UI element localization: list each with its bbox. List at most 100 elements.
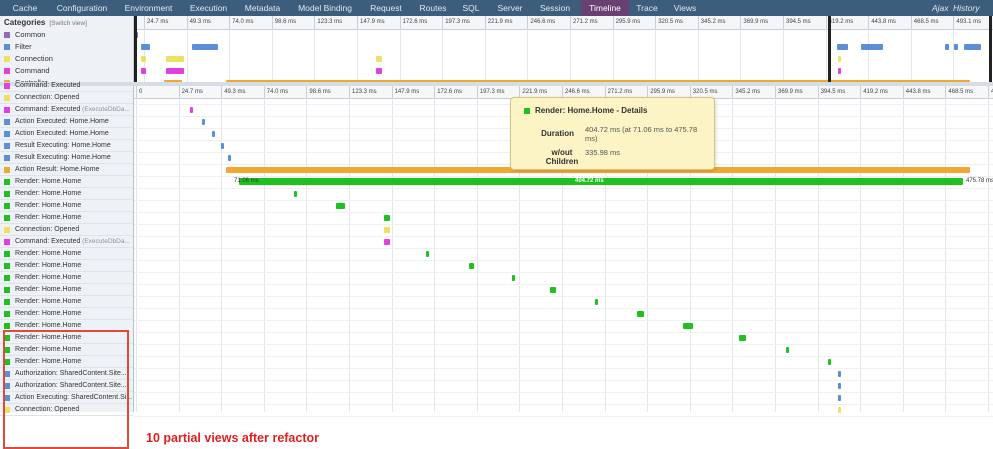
- range-handle[interactable]: [134, 16, 137, 82]
- event-bar[interactable]: [202, 119, 205, 125]
- time-tick: 74.0 ms: [229, 16, 254, 29]
- category-common[interactable]: Common: [0, 29, 133, 41]
- event-row-label[interactable]: Render: Home.Home: [0, 188, 133, 200]
- overview-event-bar[interactable]: [192, 44, 218, 50]
- event-bar[interactable]: [384, 227, 390, 233]
- event-color-swatch: [4, 395, 10, 401]
- tab-model-binding[interactable]: Model Binding: [298, 3, 352, 13]
- category-filter[interactable]: Filter: [0, 41, 133, 53]
- event-bar[interactable]: [336, 203, 345, 209]
- event-row-label[interactable]: Action Executed: Home.Home: [0, 116, 133, 128]
- event-bar[interactable]: [469, 263, 474, 269]
- event-bar[interactable]: [226, 167, 970, 173]
- event-bar[interactable]: [838, 383, 841, 389]
- overview-event-bar[interactable]: [838, 68, 841, 74]
- overview-event-bar[interactable]: [166, 68, 184, 74]
- event-bar[interactable]: [595, 299, 598, 305]
- event-bar[interactable]: [739, 335, 746, 341]
- event-row-label[interactable]: Command: Executed (ExecuteDbDa...: [0, 236, 133, 248]
- event-bar[interactable]: [786, 347, 789, 353]
- event-bar[interactable]: [550, 287, 556, 293]
- event-row-label[interactable]: Command: Executed: [0, 80, 133, 92]
- event-row-label[interactable]: Connection: Opened: [0, 224, 133, 236]
- event-bar[interactable]: [838, 395, 841, 401]
- event-name: Action Executing: SharedContent.Si...: [15, 394, 133, 401]
- event-bar[interactable]: [190, 107, 193, 113]
- time-tick: 49.3 ms: [221, 86, 246, 98]
- event-row-label[interactable]: Result Executing: Home.Home: [0, 140, 133, 152]
- tab-routes[interactable]: Routes: [419, 3, 447, 13]
- event-bar[interactable]: [384, 239, 390, 245]
- overview-event-bar[interactable]: [141, 44, 150, 50]
- tab-ajax[interactable]: Ajax: [932, 3, 949, 13]
- range-handle[interactable]: [989, 16, 992, 82]
- event-row-label[interactable]: Authorization: SharedContent.Site...: [0, 368, 133, 380]
- tab-sql[interactable]: SQL: [462, 3, 480, 13]
- event-row-label[interactable]: Command: Executed (ExecuteDbDa...: [0, 104, 133, 116]
- tab-history[interactable]: History: [953, 3, 980, 13]
- tab-timeline[interactable]: Timeline: [581, 0, 629, 16]
- range-handle[interactable]: [828, 16, 831, 82]
- event-row-label[interactable]: Render: Home.Home: [0, 200, 133, 212]
- tab-trace[interactable]: Trace: [636, 3, 658, 13]
- tab-cache[interactable]: Cache: [12, 3, 38, 13]
- overview-event-bar[interactable]: [376, 68, 382, 74]
- event-bar[interactable]: [828, 359, 831, 365]
- event-row-label[interactable]: Action Result: Home.Home: [0, 164, 133, 176]
- event-row-label[interactable]: Render: Home.Home: [0, 296, 133, 308]
- overview-event-bar[interactable]: [837, 44, 848, 50]
- event-row-label[interactable]: Render: Home.Home: [0, 176, 133, 188]
- selected-event-bar[interactable]: 404.72 ms: [239, 178, 963, 185]
- overview-event-bar[interactable]: [945, 44, 949, 50]
- time-tick: 221.9 ms: [519, 86, 547, 98]
- event-row-label[interactable]: Render: Home.Home: [0, 356, 133, 368]
- row-divider: [134, 260, 993, 261]
- category-connection[interactable]: Connection: [0, 53, 133, 65]
- event-bar[interactable]: [838, 407, 841, 413]
- overview-event-bar[interactable]: [141, 68, 146, 74]
- tab-views[interactable]: Views: [673, 3, 697, 13]
- event-bar[interactable]: [228, 155, 231, 161]
- event-bar[interactable]: [384, 215, 390, 221]
- overview-event-bar[interactable]: [376, 56, 382, 62]
- grid-line: [825, 29, 827, 82]
- category-command[interactable]: Command: [0, 65, 133, 77]
- event-bar[interactable]: [294, 191, 297, 197]
- event-row-label[interactable]: Connection: Opened: [0, 92, 133, 104]
- overview-event-bar[interactable]: [166, 56, 184, 62]
- event-row-label[interactable]: Render: Home.Home: [0, 248, 133, 260]
- event-row-label[interactable]: Render: Home.Home: [0, 308, 133, 320]
- tab-session[interactable]: Session: [539, 3, 571, 13]
- tab-execution[interactable]: Execution: [189, 3, 228, 13]
- event-bar[interactable]: [683, 323, 693, 329]
- event-row-label[interactable]: Render: Home.Home: [0, 260, 133, 272]
- tab-metadata[interactable]: Metadata: [244, 3, 281, 13]
- event-bar[interactable]: [212, 131, 215, 137]
- event-bar[interactable]: [221, 143, 224, 149]
- event-row-label[interactable]: Render: Home.Home: [0, 332, 133, 344]
- event-row-label[interactable]: Result Executing: Home.Home: [0, 152, 133, 164]
- event-row-label[interactable]: Action Executed: Home.Home: [0, 128, 133, 140]
- event-row-label[interactable]: Render: Home.Home: [0, 344, 133, 356]
- event-bar[interactable]: [426, 251, 429, 257]
- tab-environment[interactable]: Environment: [124, 3, 173, 13]
- event-row-label[interactable]: Render: Home.Home: [0, 284, 133, 296]
- switch-view-link[interactable]: [Switch view]: [49, 20, 87, 27]
- event-bar[interactable]: [637, 311, 644, 317]
- event-row-label[interactable]: Render: Home.Home: [0, 212, 133, 224]
- tab-configuration[interactable]: Configuration: [56, 3, 108, 13]
- panel-splitter[interactable]: [0, 82, 993, 86]
- event-row-label[interactable]: Render: Home.Home: [0, 272, 133, 284]
- overview-event-bar[interactable]: [838, 56, 841, 62]
- overview-event-bar[interactable]: [861, 44, 883, 50]
- event-bar[interactable]: [838, 371, 841, 377]
- tab-request[interactable]: Request: [370, 3, 402, 13]
- event-bar[interactable]: [512, 275, 515, 281]
- event-row-label[interactable]: Action Executing: SharedContent.Si...: [0, 392, 133, 404]
- overview-event-bar[interactable]: [964, 44, 981, 50]
- overview-event-bar[interactable]: [954, 44, 958, 50]
- overview-bars[interactable]: [134, 29, 993, 86]
- event-row-label[interactable]: Authorization: SharedContent.Site...: [0, 380, 133, 392]
- tab-server[interactable]: Server: [497, 3, 523, 13]
- overview-event-bar[interactable]: [141, 56, 146, 62]
